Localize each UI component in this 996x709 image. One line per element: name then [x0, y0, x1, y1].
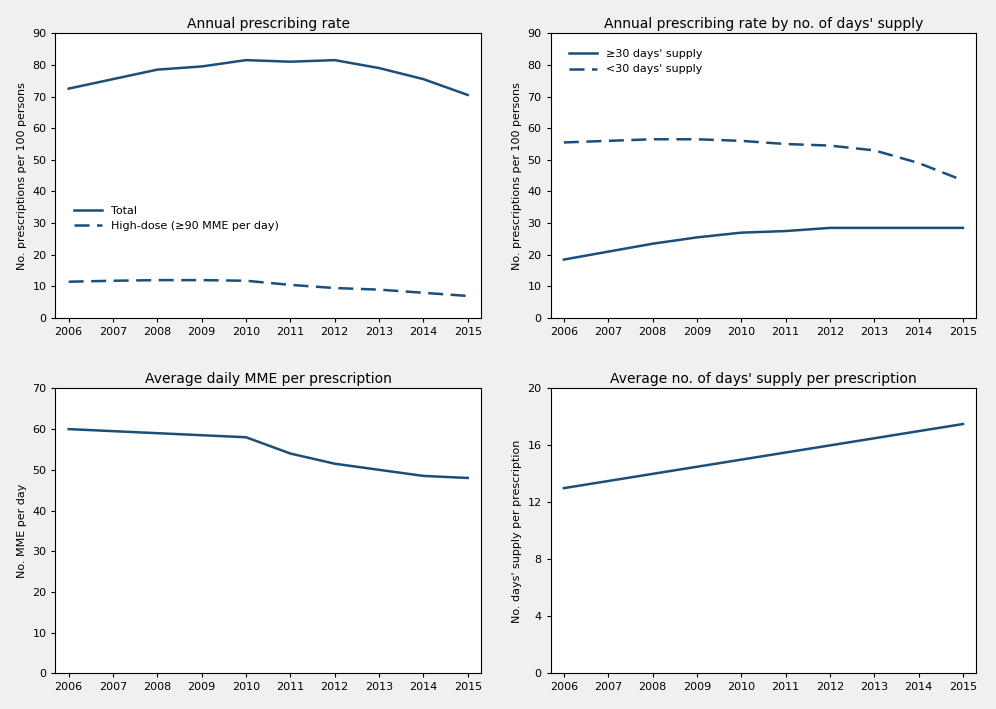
Title: Average no. of days' supply per prescription: Average no. of days' supply per prescrip… [610, 372, 916, 386]
Legend: ≥30 days' supply, <30 days' supply: ≥30 days' supply, <30 days' supply [565, 45, 707, 79]
Title: Annual prescribing rate by no. of days' supply: Annual prescribing rate by no. of days' … [604, 17, 923, 30]
Title: Annual prescribing rate: Annual prescribing rate [186, 17, 350, 30]
Title: Average daily MME per prescription: Average daily MME per prescription [144, 372, 391, 386]
Y-axis label: No. prescriptions per 100 persons: No. prescriptions per 100 persons [17, 82, 27, 269]
Y-axis label: No. days' supply per prescription: No. days' supply per prescription [512, 439, 522, 623]
Legend: Total, High-dose (≥90 MME per day): Total, High-dose (≥90 MME per day) [70, 201, 283, 235]
Y-axis label: No. MME per day: No. MME per day [17, 484, 27, 578]
Y-axis label: No. prescriptions per 100 persons: No. prescriptions per 100 persons [512, 82, 522, 269]
